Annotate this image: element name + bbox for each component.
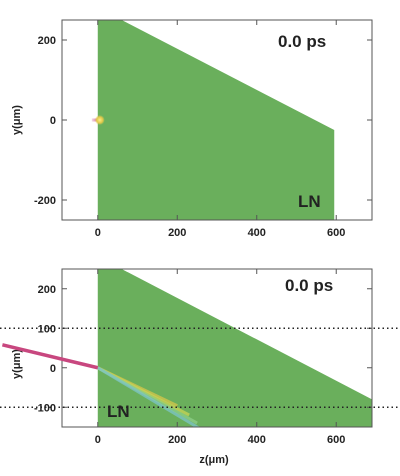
top-y-axis-label: y(μm) xyxy=(11,105,23,135)
y-tick-label: 200 xyxy=(38,284,56,296)
x-tick-label: 400 xyxy=(248,227,266,239)
incident-beam xyxy=(1,343,99,370)
spectral-ray-4 xyxy=(97,366,201,427)
ln-crystal-region xyxy=(97,20,335,220)
x-tick-label: 0 xyxy=(95,227,101,239)
x-tick-label: 200 xyxy=(168,227,186,239)
bottom-dotted-lines xyxy=(0,327,400,408)
y-tick-label: 100 xyxy=(38,323,56,335)
x-tick-label: 600 xyxy=(327,434,345,446)
bottom-time-label: 0.0 ps xyxy=(285,276,333,295)
bottom-y-axis-label: y(μm) xyxy=(11,349,23,379)
top-material-label: LN xyxy=(298,192,321,211)
pulse-spot xyxy=(94,115,105,125)
bottom-x-axis-label: z(μm) xyxy=(199,454,229,466)
bottom-material-label: LN xyxy=(107,402,130,421)
y-tick-label: -200 xyxy=(34,195,56,207)
bottom-tick-group: 0 200 400 600 -100 0 100 200 xyxy=(34,269,372,446)
x-tick-label: 200 xyxy=(168,434,186,446)
ln-crystal-region xyxy=(97,269,372,427)
y-tick-label: 0 xyxy=(50,115,56,127)
top-tick-group: 0 200 400 600 -200 0 200 xyxy=(34,20,372,239)
bottom-plot-area xyxy=(97,269,372,427)
y-tick-label: 0 xyxy=(50,363,56,375)
x-tick-label: 0 xyxy=(95,434,101,446)
x-tick-label: 600 xyxy=(327,227,345,239)
top-panel: 0 200 400 600 -200 0 200 0.0 ps LN y(μm) xyxy=(11,19,373,239)
y-tick-label: 200 xyxy=(38,35,56,47)
y-tick-label: -100 xyxy=(34,402,56,414)
top-plot-area xyxy=(91,20,335,220)
top-time-label: 0.0 ps xyxy=(278,32,326,51)
bottom-panel: 0 200 400 600 -100 0 100 200 0.0 ps LN y(μm) z(… xyxy=(0,268,400,466)
x-tick-label: 400 xyxy=(248,434,266,446)
bottom-plot-frame xyxy=(61,268,373,428)
